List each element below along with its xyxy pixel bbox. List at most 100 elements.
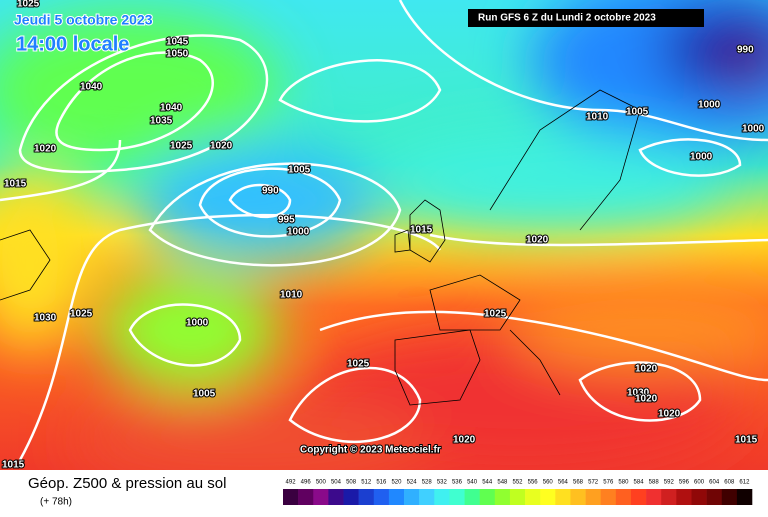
isobar-label: 1025 — [70, 309, 93, 320]
forecast-time: 14:00 locale — [16, 33, 129, 55]
scale-swatch — [283, 489, 299, 505]
scale-swatch — [721, 489, 738, 505]
isobar-label: 1015 — [2, 460, 25, 471]
footer-title: Géop. Z500 & pression au sol — [28, 475, 226, 492]
scale-label: 604 — [709, 480, 720, 486]
scale-label: 608 — [724, 480, 735, 486]
scale-label: 512 — [361, 480, 372, 486]
scale-swatch — [540, 489, 556, 505]
isobar-label: 1020 — [34, 144, 57, 155]
isobar-label: 1040 — [80, 82, 103, 93]
isobar-label: 1030 — [34, 313, 57, 324]
isobar-label: 990 — [737, 45, 754, 56]
isobar-label: 1020 — [210, 141, 233, 152]
scale-label: 540 — [467, 480, 478, 486]
isobar-label: 1025 — [347, 359, 370, 370]
scale-swatch — [404, 489, 420, 505]
scale-label: 492 — [286, 480, 297, 486]
scale-label: 576 — [603, 480, 614, 486]
scale-label: 544 — [482, 480, 493, 486]
forecast-date: Jeudi 5 octobre 2023 — [14, 12, 153, 28]
isobar-label: 1000 — [186, 318, 209, 329]
scale-swatch — [494, 489, 511, 505]
scale-label: 524 — [407, 480, 418, 486]
run-info: Run GFS 6 Z du Lundi 2 octobre 2023 — [478, 13, 656, 24]
isobar-label: 1015 — [410, 225, 433, 236]
lead-time: (+ 78h) — [40, 497, 72, 508]
scale-label: 588 — [649, 480, 660, 486]
scale-label: 568 — [573, 480, 584, 486]
isobar-label: 1040 — [160, 103, 183, 114]
isobar-label: 1000 — [690, 152, 713, 163]
isobar-label: 1005 — [288, 165, 311, 176]
scale-swatch — [555, 489, 571, 505]
color-scale: 492 496 500 504 508 512 516 520 524 528 532 536 540 5… — [283, 480, 753, 505]
scale-label: 612 — [739, 480, 750, 486]
run-box — [468, 9, 704, 27]
scale-swatch — [479, 489, 496, 505]
scale-label: 580 — [618, 480, 629, 486]
scale-label: 500 — [316, 480, 327, 486]
isobar-label: 1005 — [626, 107, 649, 118]
copyright: Copyright © 2023 Meteociel.fr — [300, 445, 441, 456]
scale-label: 532 — [437, 480, 448, 486]
scale-label: 592 — [664, 480, 675, 486]
scale-swatch — [328, 489, 344, 505]
isobar-label: 1010 — [586, 112, 609, 123]
scale-swatch — [419, 489, 435, 505]
scale-label: 504 — [331, 480, 342, 486]
scale-swatch — [706, 489, 723, 505]
scale-label: 596 — [679, 480, 690, 486]
scale-swatch — [509, 489, 526, 505]
isobar-label: 1005 — [193, 389, 216, 400]
scale-swatch — [434, 489, 450, 505]
isobar-label: 1000 — [742, 124, 765, 135]
scale-label: 552 — [512, 480, 523, 486]
scale-swatch — [343, 489, 359, 505]
scale-swatch — [373, 489, 390, 505]
scale-swatch — [615, 489, 632, 505]
scale-label: 564 — [558, 480, 569, 486]
isobar-label: 1020 — [526, 235, 549, 246]
scale-swatch — [298, 489, 314, 505]
scale-swatch — [313, 489, 329, 505]
scale-label: 584 — [634, 480, 645, 486]
scale-swatch — [525, 489, 541, 505]
isobar-label: 1020 — [635, 364, 658, 375]
scale-swatch — [691, 489, 707, 505]
scale-swatch — [449, 489, 465, 505]
isobar-label: 990 — [262, 186, 279, 197]
scale-label: 516 — [376, 480, 387, 486]
scale-swatch — [630, 489, 647, 505]
scale-swatch — [661, 489, 677, 505]
isobar-label: 1020 — [453, 435, 476, 446]
scale-label: 496 — [301, 480, 312, 486]
coastlines — [0, 89, 641, 406]
scale-swatch — [676, 489, 692, 505]
scale-label: 572 — [588, 480, 599, 486]
isobar-label: 1000 — [287, 227, 310, 238]
scale-swatch — [358, 489, 375, 505]
isobar-label: 1020 — [658, 409, 681, 420]
scale-label: 536 — [452, 480, 463, 486]
scale-swatch — [570, 489, 586, 505]
isobar-label: 995 — [278, 215, 295, 226]
scale-label: 600 — [694, 480, 705, 486]
isobar-label: 1025 — [17, 0, 40, 10]
isobar-label: 1025 — [484, 309, 507, 320]
geopotential-field — [0, 0, 768, 480]
isobar-label: 1050 — [166, 49, 189, 60]
isobars — [0, 0, 768, 460]
isobar-label: 1015 — [735, 435, 758, 446]
isobar-label: 1010 — [280, 290, 303, 301]
scale-swatch — [736, 489, 753, 505]
scale-label: 548 — [497, 480, 508, 486]
scale-swatch — [585, 489, 602, 505]
isobar-label: 1025 — [170, 141, 193, 152]
scale-label: 556 — [528, 480, 539, 486]
isobar-label: 1030 — [627, 388, 650, 399]
scale-swatch — [600, 489, 617, 505]
isobar-label: 1000 — [698, 100, 721, 111]
